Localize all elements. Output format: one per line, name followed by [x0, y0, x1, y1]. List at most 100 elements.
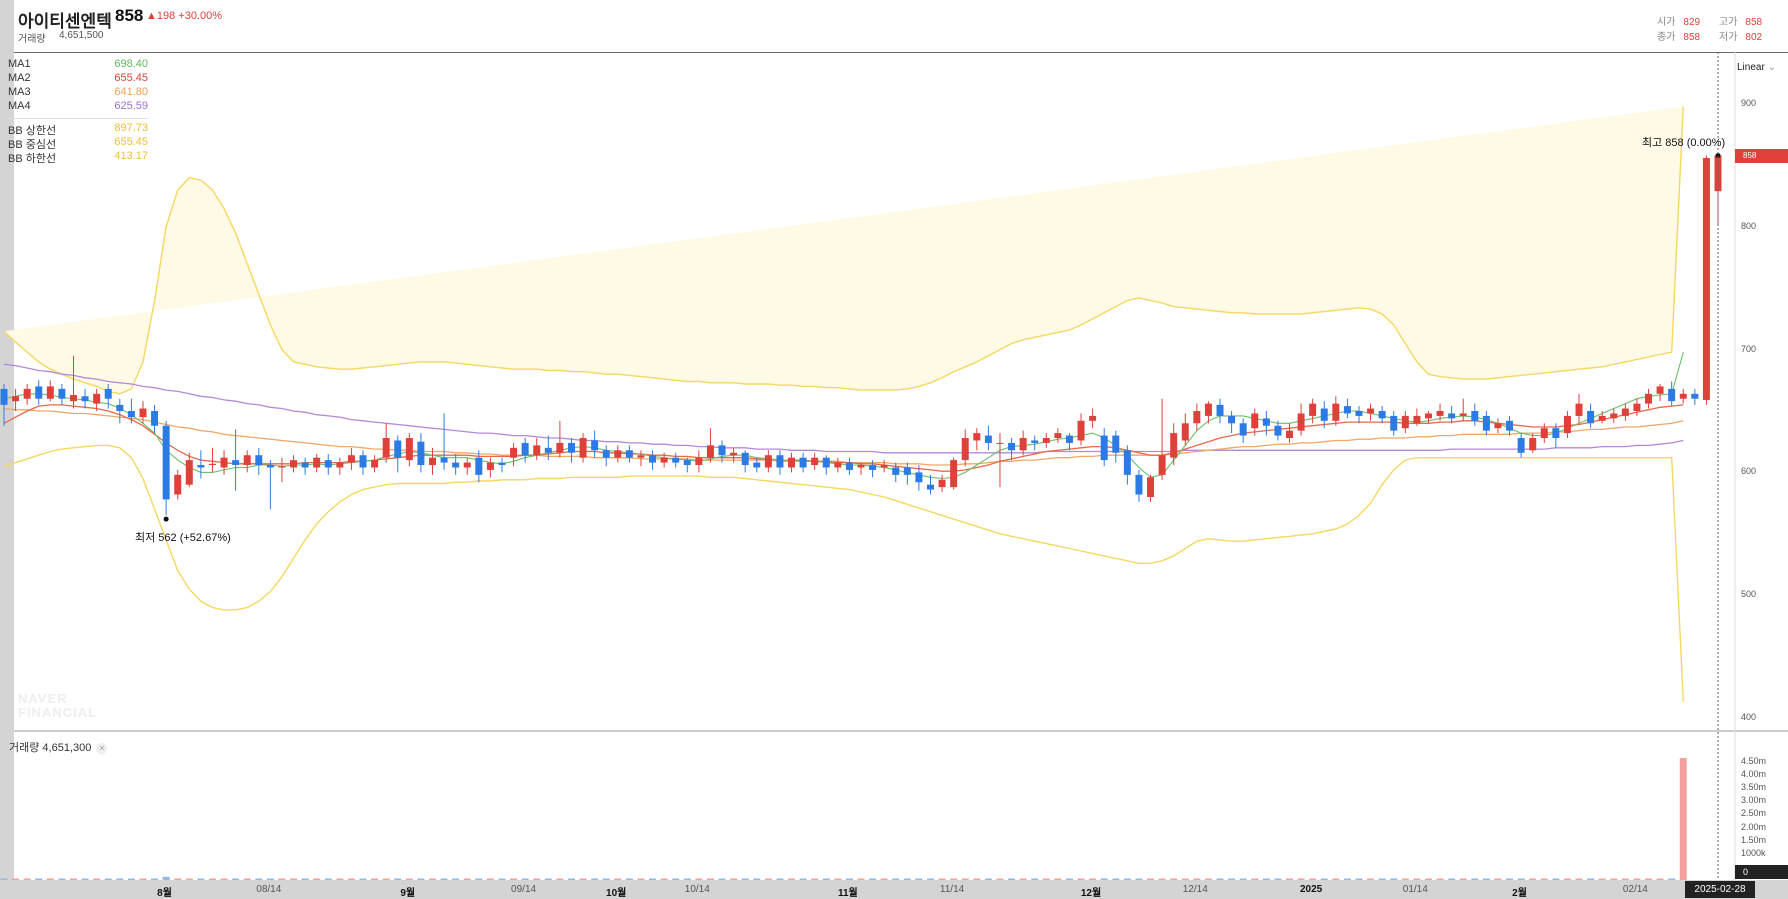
volume-bar [1668, 878, 1676, 880]
volume-bar [973, 878, 981, 880]
candle-body [1008, 442, 1016, 451]
volume-bar [614, 878, 622, 880]
volume-bar [1552, 878, 1560, 880]
volume-bar [1529, 878, 1537, 880]
candle-body [811, 457, 819, 466]
x-tick-label: 9월 [400, 888, 416, 899]
volume-bar [1679, 758, 1687, 880]
candle-body [567, 442, 575, 453]
volume-bar [1355, 878, 1363, 880]
candle-body [452, 462, 460, 468]
candle-body [880, 465, 888, 468]
volume-bar [1645, 878, 1653, 880]
candle-body [1436, 411, 1444, 416]
candle-body [591, 440, 599, 451]
candle-body [1216, 404, 1224, 416]
candle-body [625, 450, 633, 458]
volume-bar [1297, 878, 1305, 880]
x-tick-label: 01/14 [1402, 884, 1428, 895]
y-tick-label: 500 [1741, 589, 1757, 600]
scale-mode-dropdown[interactable]: Linear ⌄ [1737, 62, 1776, 73]
volume-bar [116, 878, 124, 880]
legend-divider [8, 118, 148, 119]
candle-body [23, 388, 31, 399]
volume-bar [1100, 878, 1108, 880]
candle-body [915, 472, 923, 483]
volume-bar [1633, 878, 1641, 880]
candle-body [533, 445, 541, 456]
candle-body [672, 457, 680, 463]
candle-body [93, 393, 101, 404]
candle-body [1123, 450, 1131, 475]
candle-body [1702, 158, 1710, 400]
candle-body [660, 457, 668, 463]
volume-tick-label: 4.50m [1741, 755, 1767, 766]
volume-bar [1181, 878, 1189, 880]
y-tick-label: 700 [1741, 343, 1757, 354]
volume-bar [718, 878, 726, 880]
volume-bar [1158, 878, 1166, 880]
volume-bar [695, 878, 703, 880]
volume-bar [1367, 878, 1375, 880]
high-marker [1715, 153, 1721, 159]
volume-bar [278, 878, 286, 880]
candle-body [730, 452, 738, 456]
candle-body [290, 460, 298, 468]
candle-body [1645, 393, 1653, 404]
y-tick-label: 600 [1741, 466, 1757, 477]
candle-body [417, 441, 425, 466]
volume-bar [1065, 878, 1073, 880]
candle-body [1378, 411, 1386, 419]
candle-body [116, 404, 124, 411]
candle-body [405, 438, 413, 461]
legend-ma1: MA1 698.40 [8, 58, 148, 70]
close-icon[interactable]: × [96, 742, 108, 754]
candle-body [1691, 393, 1699, 399]
volume-bar [1019, 878, 1027, 880]
volume-bar [521, 878, 529, 880]
candle-body [1390, 415, 1398, 431]
candle-body [475, 457, 483, 475]
candle-body [463, 462, 471, 468]
x-axis [0, 880, 1788, 899]
candle-body [1656, 386, 1664, 394]
volume-bar [660, 878, 668, 880]
candle-body [903, 467, 911, 475]
candle-body [1343, 406, 1351, 414]
candle-body [1170, 433, 1178, 458]
candle-body [1355, 411, 1363, 416]
current-price-flag: 858 [1735, 149, 1788, 163]
open-price: 시가 829 [1657, 17, 1701, 28]
candle-body [429, 457, 436, 466]
bollinger-band-fill [4, 106, 1684, 394]
candle-body [324, 460, 332, 468]
volume-bar [347, 878, 355, 880]
volume-bar [46, 878, 54, 880]
volume-bar [1598, 878, 1606, 880]
volume-bar [336, 878, 344, 880]
volume-bar [266, 878, 274, 880]
candle-body [950, 460, 958, 488]
candle-body [1309, 403, 1317, 416]
volume-bar [950, 878, 958, 880]
candle-body [764, 455, 772, 468]
volume-bar [637, 878, 645, 880]
volume-bar [903, 878, 911, 880]
candle-body [1297, 413, 1305, 431]
volume-bar [1135, 878, 1143, 880]
candle-body [857, 465, 865, 468]
candle-body [1621, 408, 1629, 416]
volume-current-flag: 0 [1735, 865, 1788, 879]
candle-body [174, 474, 182, 495]
volume-bar [1112, 878, 1120, 880]
volume-bar [938, 878, 946, 880]
volume-bar [151, 878, 159, 880]
volume-bar [1517, 878, 1525, 880]
candle-body [313, 457, 321, 468]
volume-bar [556, 878, 564, 880]
volume-bar [486, 878, 494, 880]
candle-body [556, 442, 564, 453]
volume-bar [417, 878, 425, 880]
volume-bar [324, 878, 332, 880]
